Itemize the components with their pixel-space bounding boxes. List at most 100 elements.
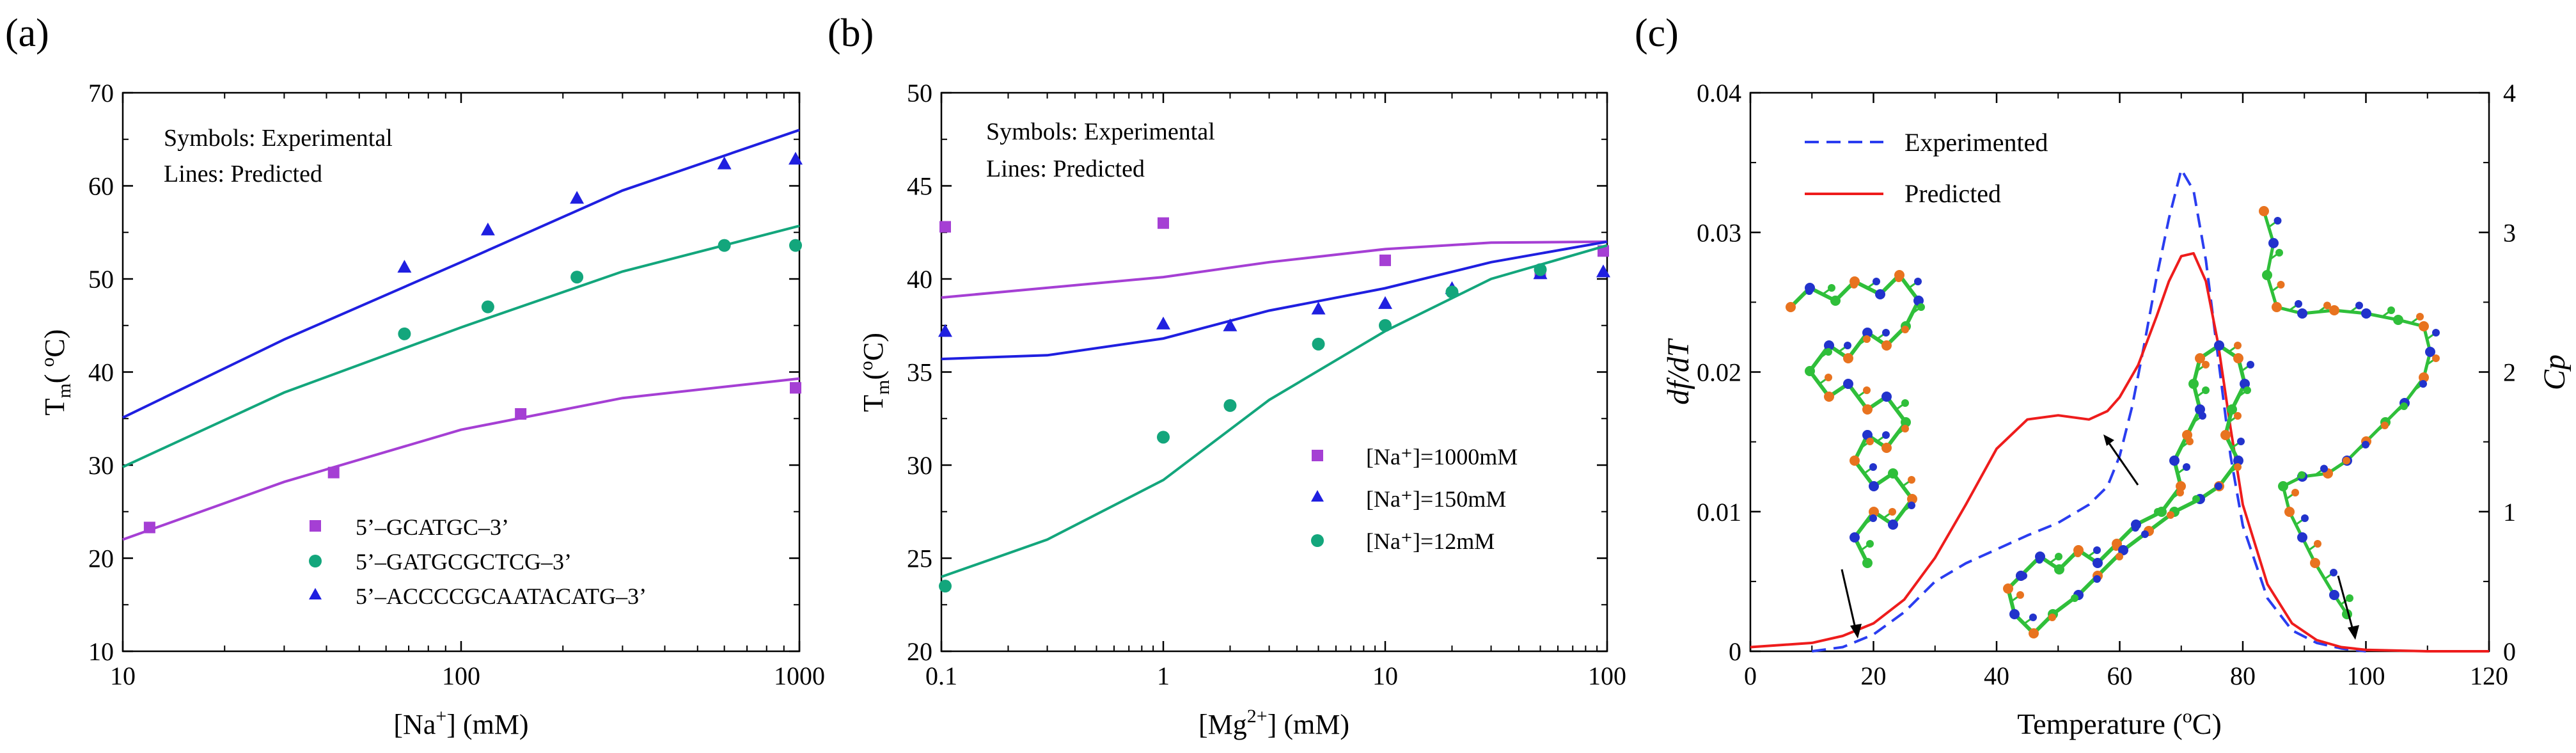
molecule-side-atom (2346, 594, 2353, 602)
y-tick-label: 40 (907, 265, 932, 294)
molecule-side-atom (2330, 569, 2337, 576)
molecule-side-atom (2215, 482, 2222, 490)
x-tick-label: 100 (1588, 662, 1626, 690)
molecule-side-atom (2314, 540, 2321, 548)
molecule-atom (2220, 430, 2231, 440)
data-point-triangle (1223, 318, 1237, 331)
legend-label-experimented: Experimented (1905, 128, 2048, 157)
molecule-atom (1888, 519, 1898, 530)
molecule-atom (2233, 456, 2243, 466)
molecule-atom (2188, 379, 2199, 389)
panel-c-y2-axis-label: Cp (2538, 354, 2572, 390)
data-point-triangle (1378, 296, 1392, 309)
series-line (122, 129, 800, 419)
molecule-side-atom (1828, 284, 1835, 292)
y-tick-label: 60 (88, 172, 114, 201)
molecule-atom (1869, 507, 1879, 517)
y-tick-label: 0 (1729, 637, 1741, 666)
panel-a: (a) 10 100 1000 10 20 30 40 50 60 70 Symbols: Exp… (5, 12, 825, 740)
molecule-atom (1901, 417, 1911, 427)
data-point-circle (718, 239, 731, 252)
molecule-side-atom (1882, 329, 1890, 337)
molecule-side-atom (1866, 438, 1874, 445)
molecule-side-atom (1863, 335, 1871, 343)
x-tick-label: 0 (1744, 662, 1757, 690)
panel-b-y-axis-label: Tm(oC) (856, 333, 893, 412)
molecule-atom (2278, 481, 2288, 491)
molecule-side-atom (1825, 348, 1832, 356)
molecule-side-atom (2243, 386, 2251, 394)
y-tick-label: 0.02 (1697, 358, 1741, 387)
molecule-intermediate-backbone (2006, 343, 2247, 637)
series-line (941, 244, 1608, 578)
panel-a-x-axis-label: [Na+] (mM) (393, 706, 528, 740)
molecule-side-atom (2275, 249, 2283, 257)
molecule-atom (1850, 532, 1860, 543)
data-point-circle (1223, 399, 1237, 412)
data-point-circle (481, 300, 494, 313)
legend-label-na-1000: [Na⁺]=1000mM (1366, 444, 1518, 470)
legend-label-predicted: Predicted (1905, 179, 2001, 208)
molecule-side-atom (2234, 463, 2242, 471)
molecule-atom (2118, 545, 2128, 555)
molecule-atom (1881, 340, 1892, 351)
molecule-side-atom (2192, 495, 2200, 503)
molecule-side-atom (2432, 354, 2440, 362)
panel-c-y-axis-label: df/dT (1661, 338, 1695, 405)
molecule-atom (2176, 481, 2186, 491)
molecule-side-atom (2301, 514, 2309, 522)
x-tick-label: 40 (1984, 662, 2009, 690)
data-point-triangle (570, 191, 585, 204)
legend-marker-circle (1311, 534, 1324, 547)
molecule-side-atom (2323, 301, 2331, 310)
molecule-atom (2054, 564, 2064, 575)
molecule-side-atom (2400, 402, 2408, 410)
molecule-side-atom (2320, 464, 2328, 473)
x-tick-label: 20 (1861, 662, 1887, 690)
data-point-square (327, 466, 340, 479)
data-point-triangle (480, 222, 495, 235)
molecule-atom (2284, 507, 2295, 517)
molecule-atom (1786, 302, 1796, 312)
molecule-intermediate-structure (2003, 340, 2254, 638)
molecule-atom (1830, 296, 1841, 306)
molecule-atom (2182, 430, 2192, 440)
data-point-circle (789, 239, 802, 252)
molecule-atom (2329, 590, 2339, 600)
molecule-atom (2393, 315, 2403, 325)
molecule-atom (1824, 392, 1834, 402)
data-point-circle (398, 327, 411, 340)
molecule-atom (2073, 545, 2084, 555)
molecule-side-atom (2141, 530, 2149, 538)
molecule-side-atom (2362, 441, 2369, 448)
molecule-side-atom (2419, 380, 2427, 388)
molecule-side-atom (1825, 374, 1832, 381)
x-tick-label: 80 (2230, 662, 2256, 690)
molecule-side-atom (2387, 306, 2395, 314)
y-tick-label: 50 (88, 265, 114, 294)
molecule-side-atom (2247, 361, 2254, 369)
y-tick-label: 0.01 (1697, 498, 1741, 527)
molecule-atom (2156, 507, 2167, 517)
molecule-side-atom (2355, 301, 2363, 310)
molecule-side-atom (1901, 425, 1909, 432)
panel-a-series (122, 129, 803, 541)
molecule-atom (1862, 404, 1873, 415)
molecule-side-atom (1901, 326, 1909, 333)
panel-b: (b) 0.1 1 10 100 20 25 30 35 40 45 50 Symbols: Exp… (828, 12, 1626, 740)
series-line (941, 240, 1608, 361)
panel-a-note-predicted: Lines: Predicted (164, 161, 322, 187)
molecule-atom (2029, 628, 2039, 638)
x-tick-label: 60 (2107, 662, 2133, 690)
y-tick-label: 70 (88, 79, 114, 107)
molecule-atom (2195, 404, 2205, 415)
molecule-atom (1907, 494, 1917, 504)
y2-tick-label: 3 (2503, 218, 2516, 247)
molecule-atom (2361, 308, 2371, 319)
molecule-atom (2297, 308, 2307, 319)
series-line-experimented (1812, 168, 2366, 653)
panel-a-legend: 5’–GCATGC–3’ 5’–GATGCGCTCG–3’ 5’–ACCCCGC… (309, 514, 647, 609)
molecule-side-atom (2093, 546, 2101, 554)
y2-tick-label: 0 (2503, 637, 2516, 666)
legend-marker-circle (309, 555, 322, 567)
